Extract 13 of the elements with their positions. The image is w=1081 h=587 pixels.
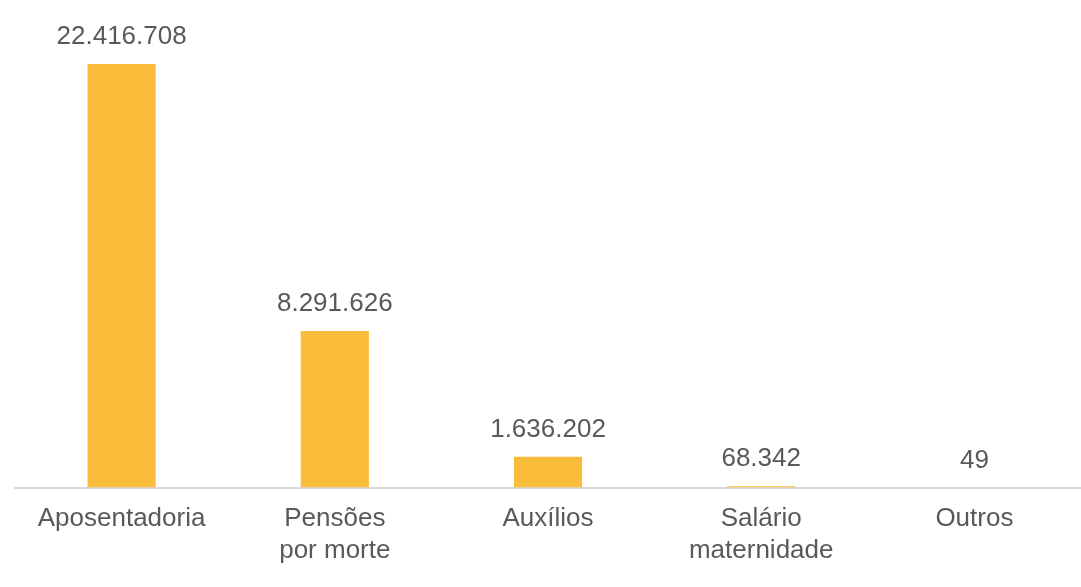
data-label: 8.291.626 xyxy=(276,287,393,318)
x-tick-label: Outros xyxy=(935,502,1014,533)
x-tick-label: Auxílios xyxy=(502,502,594,533)
x-tick-label: Pensões por morte xyxy=(279,502,391,564)
data-label: 49 xyxy=(959,443,989,474)
data-label: 1.636.202 xyxy=(490,412,606,443)
bar xyxy=(513,456,583,488)
x-tick-label: Salário maternidade xyxy=(688,502,834,564)
bar xyxy=(87,64,156,488)
data-label: 68.342 xyxy=(721,442,801,473)
x-tick-label: Aposentadoria xyxy=(37,502,206,533)
bar xyxy=(300,330,369,488)
data-label: 22.416.708 xyxy=(56,20,187,51)
